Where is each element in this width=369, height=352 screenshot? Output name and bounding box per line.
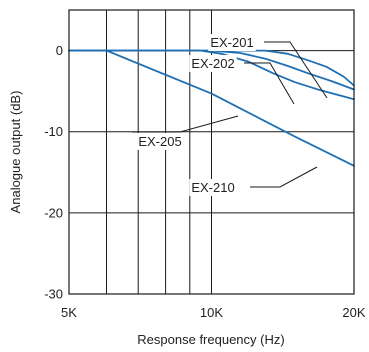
- series-labels: EX-201 EX-202 EX-205 EX-210: [136, 34, 256, 196]
- series-label-ex-201: EX-201: [210, 35, 253, 50]
- leader-line-ex-205: [132, 115, 239, 133]
- leader-line-ex-210: [250, 166, 318, 188]
- x-tick-labels: 5K 10K 20K: [61, 305, 366, 320]
- y-tick-label: -10: [44, 124, 63, 139]
- series-line-ex-205: [68, 49, 355, 101]
- y-tick-label: 0: [56, 43, 63, 58]
- y-tick-label: -20: [44, 205, 63, 220]
- x-tick-label: 10K: [200, 305, 223, 320]
- plot-frame: [68, 9, 355, 295]
- series-label-background: [189, 179, 237, 196]
- leader-line-ex-202: [244, 62, 295, 105]
- x-tick-label: 20K: [342, 305, 365, 320]
- x-axis-label: Response frequency (Hz): [137, 332, 284, 347]
- label-leaders: [132, 41, 328, 188]
- leader-line-ex-201: [264, 41, 328, 99]
- series-label-background: [208, 34, 256, 51]
- series-label-background: [136, 133, 184, 150]
- y-tick-labels: 0 -10 -20 -30: [44, 43, 63, 301]
- series-label-ex-205: EX-205: [138, 134, 181, 149]
- series-label-ex-202: EX-202: [191, 56, 234, 71]
- series-label-ex-210: EX-210: [191, 180, 234, 195]
- y-tick-label: -30: [44, 287, 63, 302]
- x-tick-label: 5K: [61, 305, 77, 320]
- series-line-ex-210: [68, 49, 355, 167]
- y-axis-label: Analogue output (dB): [8, 91, 23, 214]
- series-label-background: [189, 55, 237, 72]
